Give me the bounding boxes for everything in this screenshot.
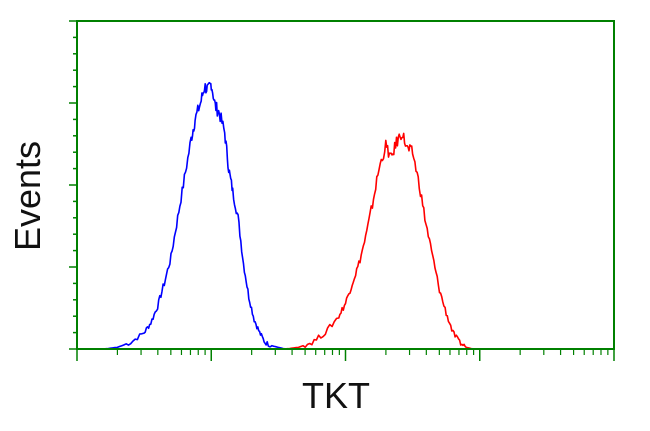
ticks bbox=[69, 20, 615, 361]
series-line-0 bbox=[77, 81, 292, 350]
plot-lines bbox=[77, 81, 480, 350]
x-axis-label: TKT bbox=[302, 375, 370, 416]
y-axis-label: Events bbox=[7, 141, 48, 251]
series-line-1 bbox=[284, 132, 480, 350]
